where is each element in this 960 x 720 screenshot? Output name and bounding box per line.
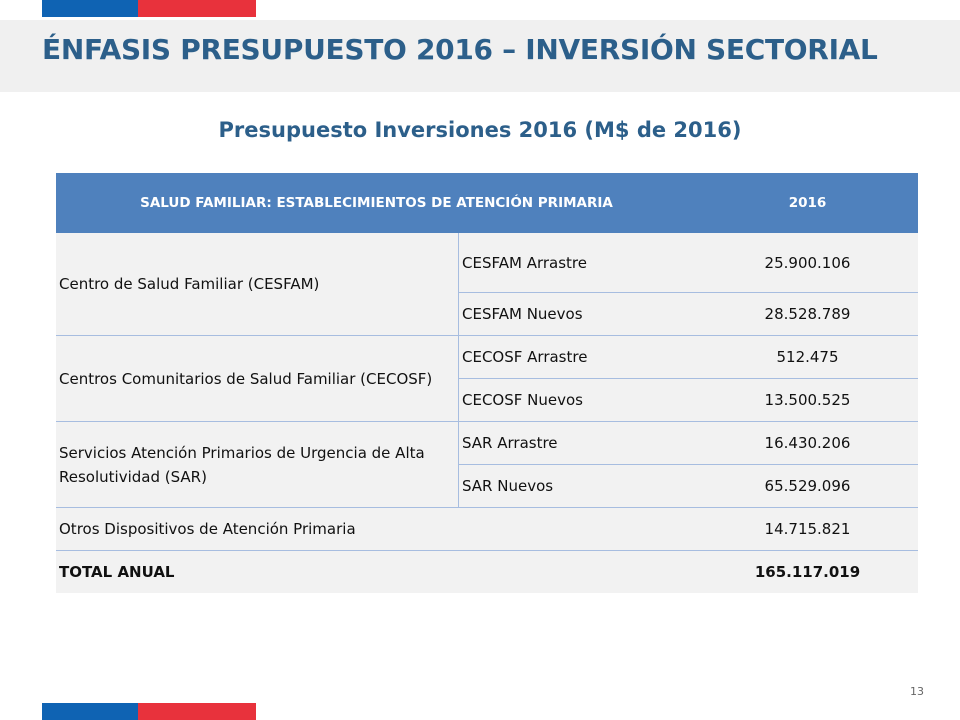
page-number: 13 [910,685,924,698]
table-row: SAR Nuevos 65.529.096 [56,464,918,508]
table-row: CESFAM Nuevos 28.528.789 [56,292,918,336]
table-row-other: Otros Dispositivos de Atención Primaria … [56,507,918,551]
flag-red-stripe [138,0,256,17]
group-label-cecosf: Centros Comunitarios de Salud Familiar (… [56,335,459,422]
slide-title: ÉNFASIS PRESUPUESTO 2016 – INVERSIÓN SEC… [42,33,878,66]
brand-flag-bottom [42,703,256,720]
flag-blue-stripe [42,0,138,17]
row-label: CECOSF Nuevos [458,378,697,422]
table-row: Centro de Salud Familiar (CESFAM) CESFAM… [56,233,918,336]
brand-flag-top [42,0,256,17]
row-label: CECOSF Arrastre [458,335,697,379]
table-row: Centros Comunitarios de Salud Familiar (… [56,335,918,422]
header-category: SALUD FAMILIAR: ESTABLECIMIENTOS DE ATEN… [56,173,697,233]
other-value: 14.715.821 [697,507,918,551]
flag-red-stripe [138,703,256,720]
row-label: SAR Nuevos [458,464,697,508]
row-value: 13.500.525 [697,378,918,422]
row-value: 28.528.789 [697,292,918,336]
group-label-sar: Servicios Atención Primarios de Urgencia… [56,421,459,508]
row-value: 512.475 [697,335,918,379]
total-label: TOTAL ANUAL [56,550,697,593]
table-subtitle: Presupuesto Inversiones 2016 (M$ de 2016… [218,118,742,142]
row-value: 25.900.106 [697,233,918,293]
table-header-row: SALUD FAMILIAR: ESTABLECIMIENTOS DE ATEN… [56,173,918,233]
row-value: 65.529.096 [697,464,918,508]
total-value: 165.117.019 [697,550,918,593]
row-label: SAR Arrastre [458,421,697,465]
group-label-cesfam: Centro de Salud Familiar (CESFAM) [56,233,459,336]
row-value: 16.430.206 [697,421,918,465]
flag-blue-stripe [42,703,138,720]
row-label: CESFAM Arrastre [458,233,697,293]
header-year: 2016 [697,173,918,233]
table-row: Servicios Atención Primarios de Urgencia… [56,421,918,508]
investment-table: SALUD FAMILIAR: ESTABLECIMIENTOS DE ATEN… [56,173,918,593]
table-row: CECOSF Nuevos 13.500.525 [56,378,918,422]
title-band [0,20,960,92]
other-label: Otros Dispositivos de Atención Primaria [56,507,697,551]
table-row-total: TOTAL ANUAL 165.117.019 [56,550,918,593]
row-label: CESFAM Nuevos [458,292,697,336]
